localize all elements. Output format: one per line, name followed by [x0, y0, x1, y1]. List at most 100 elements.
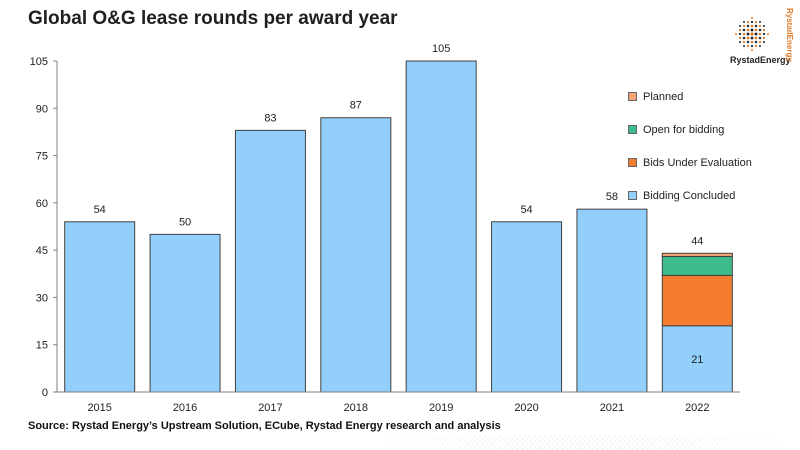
x-tick-label: 2016	[173, 402, 197, 414]
logo-dot	[746, 28, 750, 32]
x-tick-label: 2019	[429, 402, 453, 414]
logo-dot	[738, 36, 742, 40]
logo-dot	[754, 40, 758, 44]
legend-swatch-bidding-concluded	[628, 191, 637, 200]
legend-item-open-for-bidding: Open for bidding	[628, 113, 752, 146]
y-tick-label: 105	[30, 56, 48, 68]
logo-dot	[750, 20, 754, 24]
legend-item-bidding-concluded: Bidding Concluded	[628, 179, 752, 212]
y-tick-label: 60	[36, 198, 48, 210]
bar-bids-under-evaluation-2022	[661, 274, 733, 327]
bar-open-for-bidding-2022	[661, 255, 733, 276]
logo-dot	[742, 32, 746, 36]
logo-dot	[742, 36, 746, 40]
x-tick-label: 2022	[685, 402, 709, 414]
legend-label-bids-under-evaluation: Bids Under Evaluation	[643, 156, 752, 169]
logo-dot	[758, 20, 762, 24]
logo-dot	[754, 20, 758, 24]
logo-dot	[746, 20, 750, 24]
logo-dot	[762, 28, 766, 32]
logo-dot	[738, 32, 742, 36]
logo-dot	[738, 40, 742, 44]
logo-dot	[762, 24, 766, 28]
logo-dot	[735, 33, 737, 35]
bar-bidding-concluded-2021	[576, 208, 648, 393]
logo-dot	[746, 44, 750, 48]
data-label-total: 54	[520, 204, 532, 216]
data-label-total: 44	[691, 235, 703, 247]
chart-title: Global O&G lease rounds per award year	[28, 8, 398, 29]
logo-dot	[750, 36, 754, 40]
x-tick-label: 2021	[600, 402, 624, 414]
data-label-total: 87	[350, 100, 362, 112]
logo-dot	[750, 40, 754, 44]
logo-dot	[767, 33, 769, 35]
bar-planned-2022	[661, 252, 733, 257]
logo-dot	[738, 24, 742, 28]
legend-swatch-planned	[628, 92, 637, 101]
logo-dot	[750, 28, 754, 32]
x-tick-label: 2017	[258, 402, 282, 414]
data-label-total: 54	[94, 204, 106, 216]
y-tick-label: 75	[36, 151, 48, 163]
legend-swatch-bids-under-evaluation	[628, 158, 637, 167]
legend-label-planned: Planned	[643, 90, 684, 103]
data-label-inner: 21	[691, 354, 703, 366]
logo-dot	[758, 24, 762, 28]
y-tick-label: 30	[36, 292, 48, 304]
bar-bidding-concluded-2015	[64, 221, 136, 393]
logo-dot	[762, 36, 766, 40]
logo-dot	[742, 24, 746, 28]
bar-bidding-concluded-2017	[234, 129, 306, 393]
bar-bidding-concluded-2019	[405, 60, 477, 393]
logo-dot	[754, 24, 758, 28]
data-label-total: 50	[179, 216, 191, 228]
data-label-total: 105	[432, 43, 450, 55]
x-tick-label: 2018	[344, 402, 368, 414]
logo-dot	[750, 44, 754, 48]
y-tick-label: 45	[36, 245, 48, 257]
logo-dot	[762, 32, 766, 36]
y-tick-label: 90	[36, 103, 48, 115]
source-note: Source: Rystad Energy’s Upstream Solutio…	[28, 420, 501, 432]
legend-item-planned: Planned	[628, 80, 752, 113]
bar-bidding-concluded-2020	[491, 221, 563, 393]
logo-dot	[746, 32, 750, 36]
logo-dot	[751, 17, 753, 19]
bar-bidding-concluded-2022	[661, 325, 733, 393]
x-tick-label: 2020	[514, 402, 538, 414]
legend-item-bids-under-evaluation: Bids Under Evaluation	[628, 146, 752, 179]
logo-name: RystadEnergy	[730, 55, 791, 65]
bar-bidding-concluded-2016	[149, 233, 221, 393]
logo-dot	[750, 32, 754, 36]
chart-legend: Planned Open for bidding Bids Under Eval…	[628, 80, 752, 212]
logo-dot	[758, 28, 762, 32]
data-label-total: 58	[606, 191, 618, 203]
logo-dot	[758, 36, 762, 40]
logo-vertical-text: RystadEnergy	[785, 8, 794, 62]
logo-dot	[758, 40, 762, 44]
legend-label-open-for-bidding: Open for bidding	[643, 123, 725, 136]
logo-dot	[758, 32, 762, 36]
logo-dot	[742, 40, 746, 44]
logo-dot	[751, 49, 753, 51]
y-tick-label: 15	[36, 340, 48, 352]
logo-dot	[746, 36, 750, 40]
logo-dot	[758, 44, 762, 48]
logo-dot	[746, 24, 750, 28]
logo-dot	[742, 28, 746, 32]
logo-dot	[746, 40, 750, 44]
legend-swatch-open-for-bidding	[628, 125, 637, 134]
y-tick-label: 0	[42, 387, 48, 399]
logo-dot	[742, 44, 746, 48]
logo-dot	[742, 20, 746, 24]
logo-dot	[754, 44, 758, 48]
legend-label-bidding-concluded: Bidding Concluded	[643, 189, 736, 202]
rystad-logo-icon	[735, 17, 769, 51]
bar-bidding-concluded-2018	[320, 117, 392, 393]
x-tick-label: 2015	[87, 402, 111, 414]
logo-dot	[754, 28, 758, 32]
logo-dot	[754, 36, 758, 40]
logo-dot	[738, 28, 742, 32]
